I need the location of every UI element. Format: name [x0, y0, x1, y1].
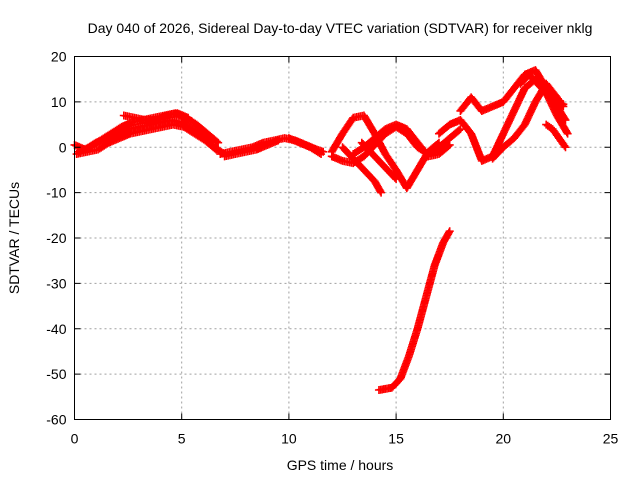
y-tick-label: 20 [51, 49, 67, 65]
data-point [392, 175, 401, 184]
series-track-3 [72, 120, 221, 159]
axis-ticks: 0 5 10 15 20 25 -60 -50 -40 -30 -20 -10 0 10 20 [46, 49, 618, 447]
y-tick-label: -50 [46, 366, 66, 382]
x-tick-label: 25 [603, 431, 619, 447]
data-point [561, 116, 570, 125]
data-point [210, 144, 219, 153]
series-track-4 [119, 109, 193, 125]
y-tick-label: 10 [51, 94, 67, 110]
data-point [456, 125, 465, 134]
data-point [212, 137, 221, 146]
x-tick-label: 10 [281, 431, 297, 447]
series-track-17 [516, 70, 568, 109]
x-tick-label: 0 [71, 431, 79, 447]
x-tick-label: 5 [178, 431, 186, 447]
data-point [560, 141, 569, 150]
data-point [455, 126, 464, 135]
series-track-6 [220, 136, 283, 161]
y-tick-label: -60 [46, 412, 66, 428]
data-point [376, 187, 385, 196]
data-point [390, 173, 399, 182]
data-point [445, 227, 454, 236]
series-track-13 [374, 227, 454, 395]
series-track-16 [488, 79, 568, 163]
data-point [212, 145, 221, 154]
y-tick-label: 0 [59, 139, 67, 155]
data-point [562, 128, 571, 137]
data-point [561, 143, 570, 152]
data-point [445, 140, 454, 149]
data-point [563, 129, 572, 138]
data-point [377, 188, 386, 197]
y-tick-label: -30 [46, 275, 66, 291]
y-tick-label: -20 [46, 230, 66, 246]
y-tick-label: -40 [46, 321, 66, 337]
y-tick-label: -10 [46, 185, 66, 201]
chart-title: Day 040 of 2026, Sidereal Day-to-day VTE… [88, 20, 593, 36]
series-track-7 [284, 134, 326, 159]
data-point [560, 114, 569, 123]
series-track-18 [542, 120, 570, 152]
data-point [559, 100, 568, 109]
data-point [444, 228, 453, 237]
series-track-12 [357, 138, 401, 184]
y-axis-label: SDTVAR / TECUs [6, 182, 22, 294]
x-tick-label: 20 [496, 431, 512, 447]
data-point [444, 142, 453, 151]
data-point [315, 149, 324, 158]
data-point [184, 113, 193, 122]
data-layer [70, 66, 572, 395]
x-axis-label: GPS time / hours [287, 457, 394, 473]
data-point [274, 136, 283, 145]
x-tick-label: 15 [388, 431, 404, 447]
data-point [317, 150, 326, 159]
data-point [214, 138, 223, 147]
